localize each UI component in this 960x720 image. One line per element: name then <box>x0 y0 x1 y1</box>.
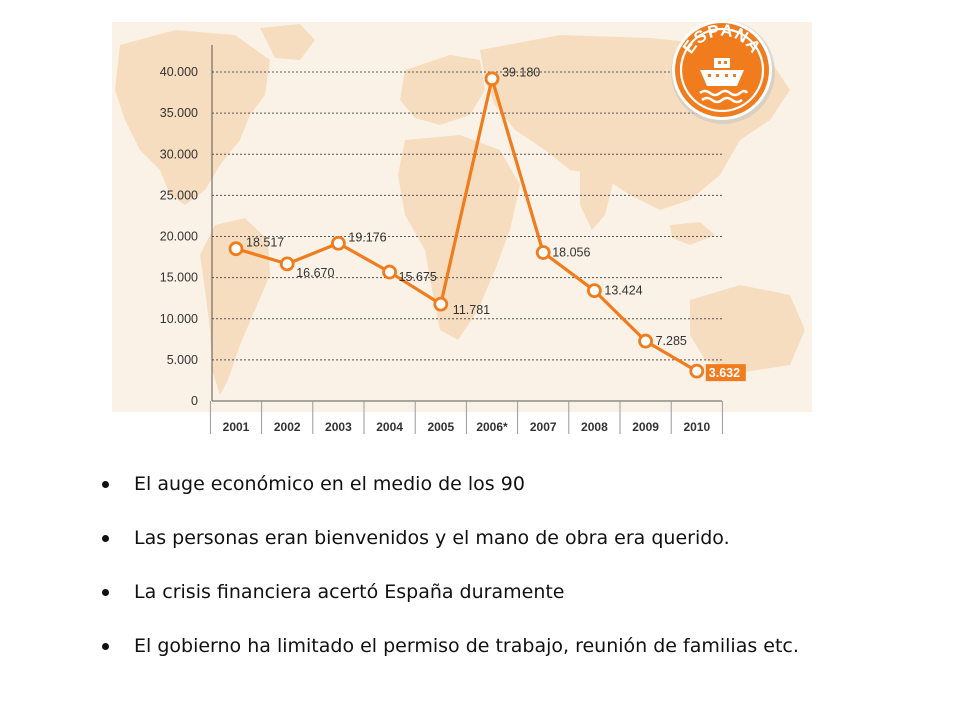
data-label: 18.517 <box>246 236 284 250</box>
data-labels: 18.517 16.670 19.176 15.675 11.781 39.180 18.0… <box>246 66 746 382</box>
x-tick-label: 2004 <box>376 420 403 434</box>
bullet-dot-icon <box>102 589 109 596</box>
data-point <box>484 71 500 87</box>
bullet-text: El gobierno ha limitado el permiso de tr… <box>134 635 799 657</box>
highlight-label-box <box>705 364 746 382</box>
bullet-item: Las personas eran bienvenidos y el mano … <box>100 516 940 570</box>
data-label: 39.180 <box>502 66 540 80</box>
x-tick-label: 2001 <box>223 420 250 434</box>
data-point <box>535 245 551 260</box>
data-label: 15.675 <box>399 270 437 284</box>
bullet-text: La crisis financiera acertó España duram… <box>134 581 565 603</box>
data-label: 3.632 <box>709 366 740 380</box>
data-point <box>689 363 705 379</box>
y-tick-label: 5.000 <box>167 353 198 367</box>
data-label: 7.285 <box>656 334 687 348</box>
data-label: 16.670 <box>296 266 334 280</box>
data-point <box>330 235 346 251</box>
y-tick-label: 25.000 <box>160 188 198 202</box>
bullet-text: Las personas eran bienvenidos y el mano … <box>134 527 730 549</box>
data-point <box>587 283 602 298</box>
x-tick-label: 2006* <box>476 420 508 434</box>
bullet-dot-icon <box>102 481 109 488</box>
x-tick-label: 2002 <box>274 420 301 434</box>
y-tick-label: 20.000 <box>160 230 198 244</box>
line-chart: 0 5.000 10.000 15.000 20.000 25.000 30.000 35.0… <box>112 20 812 434</box>
y-tick-label: 10.000 <box>160 312 198 326</box>
x-tick-label: 2005 <box>427 420 454 434</box>
data-label: 11.781 <box>453 303 490 317</box>
x-tick-label: 2010 <box>683 420 710 434</box>
ship-icon <box>699 58 749 104</box>
y-tick-label: 35.000 <box>160 106 198 120</box>
y-tick-label: 0 <box>191 394 198 408</box>
series-line-path <box>235 77 698 373</box>
bullet-item: La crisis financiera acertó España duram… <box>100 570 940 624</box>
data-label: 13.424 <box>604 284 642 298</box>
bullet-text: El auge económico en el medio de los 90 <box>134 473 525 495</box>
chart-grid <box>209 45 723 434</box>
y-tick-label: 15.000 <box>160 271 198 285</box>
x-tick-label: 2009 <box>632 420 659 434</box>
x-tick-label: 2007 <box>530 420 557 434</box>
data-label: 19.176 <box>348 230 386 244</box>
y-tick-label: 40.000 <box>160 65 198 79</box>
bullet-item: El auge económico en el medio de los 90 <box>100 462 940 516</box>
y-tick-label: 30.000 <box>160 147 198 161</box>
x-axis: 2001 2002 2003 2004 2005 2006* 2007 2008 2009 201… <box>223 420 711 434</box>
bullet-item: El gobierno ha limitado el permiso de tr… <box>100 624 940 678</box>
series-line <box>228 71 705 379</box>
data-point <box>228 241 244 257</box>
bullet-list: El auge económico en el medio de los 90 … <box>100 462 940 678</box>
bullet-dot-icon <box>102 643 109 650</box>
data-point <box>279 256 295 272</box>
y-axis: 0 5.000 10.000 15.000 20.000 25.000 30.000 35.0… <box>160 65 198 408</box>
x-tick-label: 2008 <box>581 420 608 434</box>
bullet-dot-icon <box>102 535 109 542</box>
data-point <box>433 296 449 312</box>
data-label: 18.056 <box>552 245 590 259</box>
data-point <box>382 264 398 280</box>
espana-ship-badge: ESPAÑA <box>671 20 775 124</box>
x-tick-label: 2003 <box>325 420 352 434</box>
data-point <box>638 333 653 349</box>
